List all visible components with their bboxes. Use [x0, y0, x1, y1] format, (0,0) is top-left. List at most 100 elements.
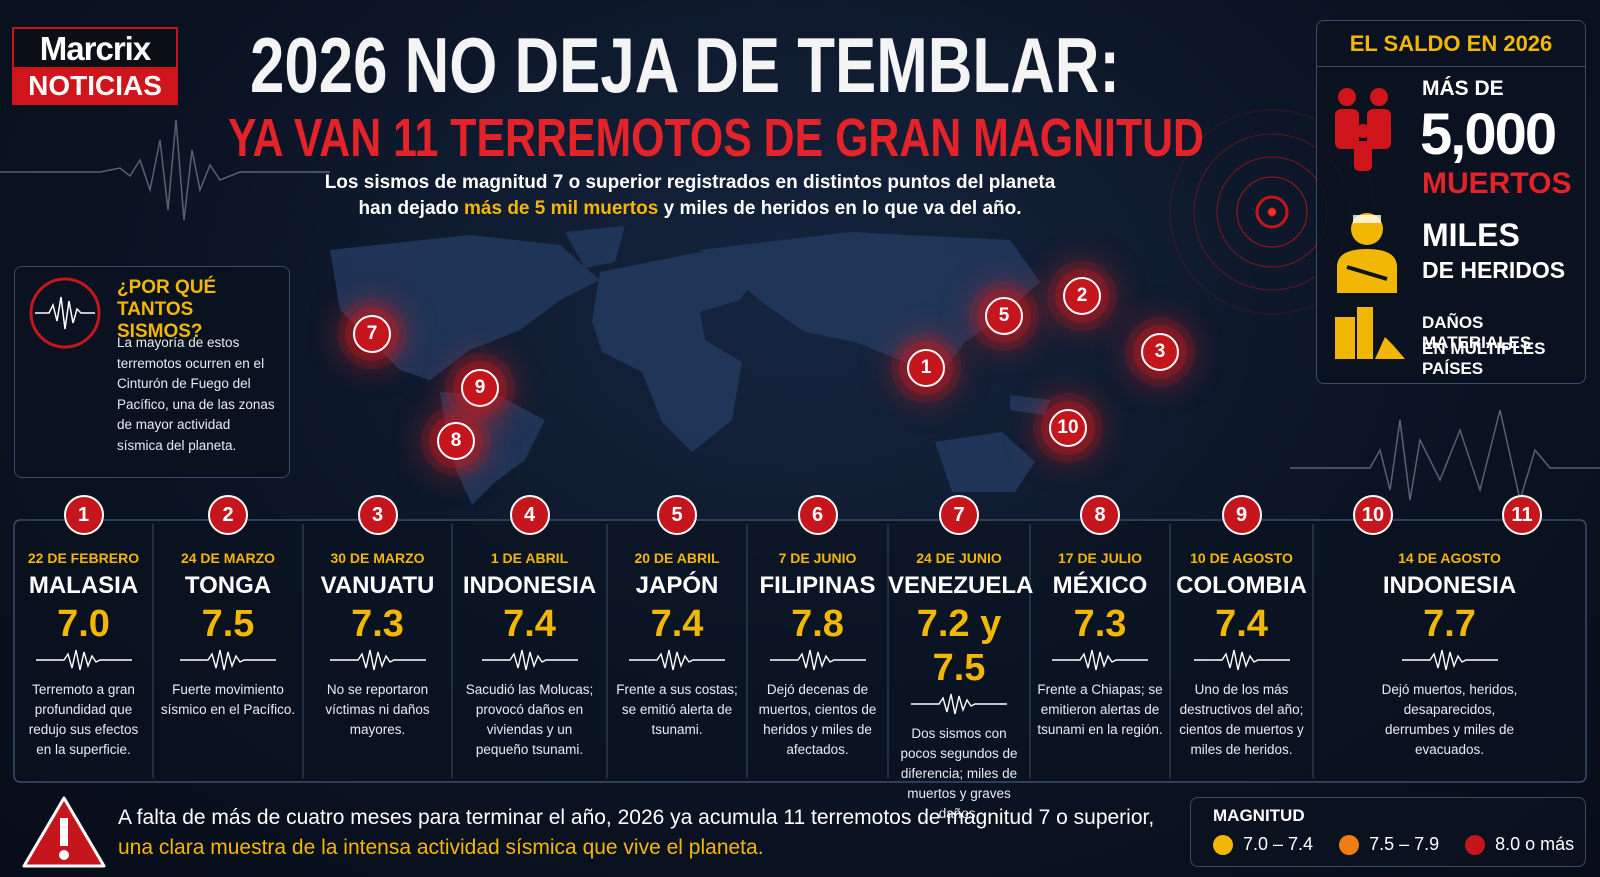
event-number: 2: [208, 495, 248, 535]
event-magnitude: 7.4: [1215, 603, 1268, 645]
warning-icon: [22, 796, 106, 868]
damage-line: DAÑOS MATERIALES: [1422, 313, 1532, 352]
seismic-wave: [0, 119, 330, 221]
event-country: INDONESIA: [1382, 572, 1517, 599]
event-wave: [14, 646, 153, 674]
event-numbers: 2: [153, 495, 303, 535]
injured-number: MILES: [1422, 217, 1520, 253]
timeline-event: 8 17 DE JULIO MÉXICO 7.3 Frente a Chiapas; s…: [1030, 495, 1170, 740]
timeline-event: 1 22 DE FEBRERO MALASIA 7.0 Terremoto a gran…: [14, 495, 153, 760]
wave-icon: [1401, 649, 1498, 671]
timeline-event: 7 24 DE JUNIO VENEZUELA 7.2 y 7.5 Dos sismos…: [888, 495, 1034, 824]
event-country: MÉXICO: [1052, 572, 1148, 599]
event-wave: [1030, 646, 1170, 674]
event-numbers: 7: [888, 495, 1030, 535]
event-numbers: 4: [452, 495, 607, 535]
event-wave: [607, 646, 747, 674]
brand-name: Marcrix: [12, 27, 178, 67]
event-magnitude: 7.7: [1423, 603, 1476, 645]
deaths-label: MUERTOS: [1422, 167, 1572, 200]
why-body: La mayoría de estos terremotos ocurren e…: [117, 335, 275, 453]
event-wave: [153, 646, 303, 674]
legend-label: 7.0 – 7.4: [1243, 834, 1314, 854]
event-country: VENEZUELA: [888, 572, 1034, 599]
event-description: Frente a Chiapas; se emitieron alertas d…: [1037, 682, 1163, 737]
title: 2026 NO DEJA DE TEMBLAR:: [250, 21, 1120, 109]
event-description: Dos sismos con pocos segundos de diferen…: [900, 726, 1018, 821]
timeline-dividers: [152, 524, 1314, 778]
wave-icon: [180, 649, 276, 671]
wave-icon: [1052, 649, 1148, 671]
map-marker: 3: [1141, 333, 1179, 371]
legend: MAGNITUD 7.0 – 7.4 7.5 – 7.9 8.0 o más: [1190, 797, 1586, 867]
event-wave: [452, 646, 607, 674]
timeline-event: 2 24 DE MARZO TONGA 7.5 Fuerte movimiento sí…: [153, 495, 303, 720]
event-number: 6: [797, 495, 838, 535]
event-number: 7: [939, 495, 979, 535]
event-description: Dejó muertos, heridos, desaparecidos, de…: [1381, 682, 1518, 757]
intro: Los sismos de magnitud 7 o superior regi…: [280, 170, 1100, 222]
timeline-event: 9 10 DE AGOSTO COLOMBIA 7.4 Uno de los más d…: [1170, 495, 1313, 760]
footer-highlight: una clara muestra de la intensa activida…: [118, 836, 764, 859]
event-numbers: 5: [607, 495, 747, 535]
legend-label: 8.0 o más: [1495, 834, 1575, 854]
event-numbers: 3: [303, 495, 452, 535]
event-wave: [1170, 646, 1313, 674]
event-number: 8: [1080, 495, 1120, 535]
deaths-pre: MÁS DE: [1422, 77, 1504, 100]
event-number: 10: [1353, 495, 1393, 535]
subtitle: YA VAN 11 TERREMOTOS DE GRAN MAGNITUD: [228, 108, 1204, 168]
footer-line: A falta de más de cuatro meses para term…: [118, 806, 1155, 829]
event-description: Sacudió las Molucas; provocó daños en vi…: [465, 682, 594, 757]
why-title: ¿POR QUÉ TANTOS SISMOS?: [117, 277, 217, 342]
damage-icon: [1335, 307, 1405, 359]
map-marker: 10: [1049, 409, 1087, 447]
event-magnitude: 7.0: [57, 603, 110, 645]
wave-icon: [911, 693, 1007, 715]
map-marker: 8: [437, 422, 475, 460]
event-description: No se reportaron víctimas ni daños mayor…: [325, 682, 430, 737]
map-marker: 2: [1063, 277, 1101, 315]
map-marker: 5: [985, 297, 1023, 335]
wave-icon: [769, 649, 866, 671]
event-magnitude: 7.2 y 7.5: [916, 603, 1002, 689]
event-magnitude: 7.8: [791, 603, 844, 645]
event-number: 1: [63, 495, 104, 535]
event-magnitude: 7.4: [503, 603, 556, 645]
legend-item: 8.0 o más: [1465, 834, 1574, 855]
world-map: [330, 226, 1050, 505]
event-country: COLOMBIA: [1176, 572, 1307, 599]
wave-icon: [329, 649, 426, 671]
event-magnitude: 7.3: [351, 603, 404, 645]
event-number: 5: [657, 495, 697, 535]
legend-swatch: [1339, 834, 1360, 855]
why-panel: ¿POR QUÉ TANTOS SISMOS? La mayoría de es…: [14, 266, 290, 478]
intro-text: han dejado: [358, 198, 459, 219]
brand-tag: NOTICIAS: [12, 67, 178, 105]
map-marker: 7: [353, 315, 391, 353]
timeline-event: 6 7 DE JUNIO FILIPINAS 7.8 Dejó decenas de m…: [747, 495, 888, 760]
people-icon: [1335, 88, 1391, 171]
event-number: 4: [509, 495, 550, 535]
event-date: 24 DE JUNIO: [916, 550, 1002, 566]
event-numbers: 1: [14, 495, 153, 535]
map-marker: 9: [461, 369, 499, 407]
event-wave: [747, 646, 888, 674]
event-magnitude: 7.3: [1073, 603, 1127, 645]
event-date: 7 DE JUNIO: [778, 550, 857, 566]
event-wave: [888, 690, 1030, 718]
legend-swatch: [1465, 834, 1486, 855]
intro-line: han dejado más de 5 mil muertos y miles …: [280, 196, 1100, 222]
event-date: 24 DE MARZO: [180, 550, 276, 566]
legend-label: 7.5 – 7.9: [1369, 834, 1440, 854]
event-wave: [303, 646, 452, 674]
wave-icon: [629, 649, 725, 671]
event-country: TONGA: [184, 572, 272, 599]
event-country: VANUATU: [320, 572, 435, 599]
deaths-number: 5,000: [1420, 102, 1557, 167]
legend-swatch: [1213, 834, 1233, 855]
timeline-event: 3 30 DE MARZO VANUATU 7.3 No se reportaron v…: [303, 495, 452, 740]
injured-icon: [1337, 213, 1397, 293]
event-description: Fuerte movimiento sísmico en el Pacífico…: [160, 682, 296, 717]
